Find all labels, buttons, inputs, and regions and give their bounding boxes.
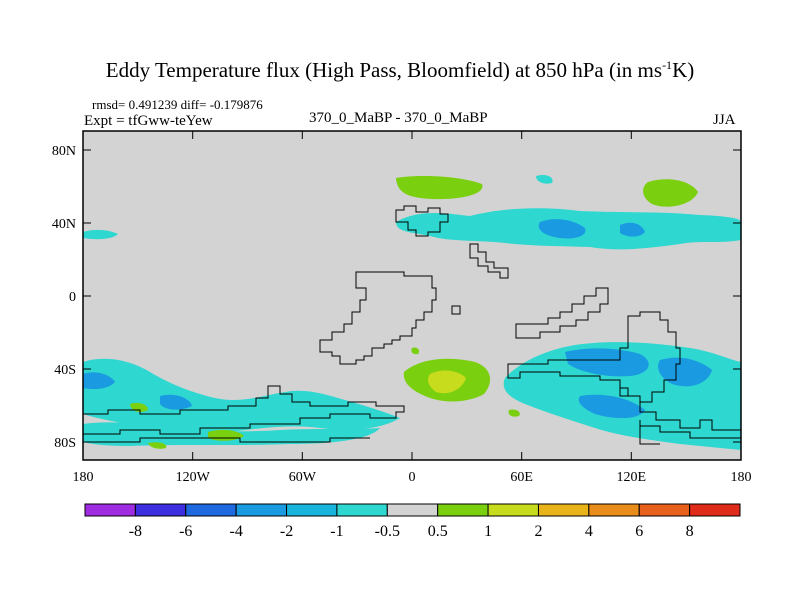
map-title: Eddy Temperature flux (High Pass, Bloomf… [0, 58, 800, 83]
title-superscript: -1 [662, 58, 673, 72]
colorbar-label: -1 [330, 523, 343, 540]
colorbar-label: -8 [129, 523, 142, 540]
contour-cyan-north-small [536, 174, 553, 184]
x-tick-label: 0 [409, 470, 416, 485]
contour-blue-south-east-3 [578, 394, 645, 419]
contour-blue-south-west [83, 372, 115, 390]
asia-strip-outline [515, 287, 609, 339]
contour-green-south-small-4 [411, 347, 420, 355]
colorbar-swatch [487, 503, 539, 517]
colorbar-swatch [84, 503, 136, 517]
africa-outline [319, 271, 437, 365]
y-axis-labels: 80N 40N 0 40S 80S [52, 144, 76, 451]
colorbar-swatch [185, 503, 237, 517]
colorbar-swatch [689, 503, 741, 517]
colorbar-label: 0.5 [428, 523, 448, 540]
antarctic-coast-east [600, 379, 741, 431]
continent-outlines [83, 205, 741, 445]
mideast-outline [469, 243, 509, 279]
x-tick-label: 120E [617, 470, 647, 485]
colorbar-label: -6 [179, 523, 192, 540]
x-tick-label: 180 [731, 470, 752, 485]
europe-outline [395, 205, 449, 237]
colorbar-label: -4 [229, 523, 242, 540]
colorbar-swatch [386, 503, 439, 517]
y-tick-label: 0 [69, 290, 76, 305]
colorbar-label: 1 [484, 523, 492, 540]
contour-fills [83, 174, 741, 450]
title-tail: K) [672, 58, 695, 82]
colorbar: -8 -6 -4 -2 -1 -0.5 0.5 1 2 4 6 8 [84, 503, 741, 540]
x-tick-label: 120W [176, 470, 211, 485]
contour-green-north-1 [396, 176, 483, 200]
contour-green-north-2 [643, 179, 698, 207]
contour-yellow-south-africa [428, 370, 466, 394]
y-tick-label: 40N [52, 217, 76, 232]
contour-blue-south-east [565, 348, 649, 377]
colorbar-swatch [588, 503, 640, 517]
small-island [451, 305, 461, 315]
experiment-label: Expt = tfGww-teYew [84, 113, 213, 129]
antarctic-coast-east-2 [640, 425, 741, 439]
colorbar-label: 6 [635, 523, 643, 540]
colorbar-swatch [336, 503, 388, 517]
x-tick-label: 60W [289, 470, 317, 485]
x-axis-labels: 180 120W 60W 0 60E 120E 180 [73, 470, 752, 485]
colorbar-swatch [134, 503, 187, 517]
colorbar-swatch [286, 503, 338, 517]
season-label: JJA [713, 112, 736, 128]
contour-blue-south-west-2 [160, 394, 192, 410]
colorbar-swatch [437, 503, 489, 517]
antarctic-coast-west-2 [83, 437, 370, 443]
colorbar-swatch [638, 503, 691, 517]
case-label: 370_0_MaBP - 370_0_MaBP [309, 110, 488, 126]
colorbar-label: 2 [534, 523, 542, 540]
stats-label: rmsd= 0.491239 diff= -0.179876 [92, 97, 263, 112]
colorbar-swatch [537, 503, 590, 517]
colorbar-label: -2 [280, 523, 293, 540]
y-tick-label: 80S [54, 436, 76, 451]
antarctic-coast-east-3 [639, 420, 660, 445]
y-tick-label: 40S [54, 363, 76, 378]
antarctic-coast-west [83, 385, 405, 435]
contour-cyan-north-atlantic [83, 229, 118, 240]
contour-green-south-small-3 [148, 442, 167, 449]
axis-ticks [82, 131, 742, 460]
y-tick-label: 80N [52, 144, 76, 159]
contour-blue-south-east-2 [658, 357, 712, 387]
colorbar-label: -0.5 [375, 523, 400, 540]
colorbar-label: 4 [585, 523, 593, 540]
contour-blue-north-pacific [538, 219, 586, 239]
colorbar-swatch [235, 503, 288, 517]
contour-cyan-south-west [83, 358, 400, 434]
contour-green-south-small-5 [508, 409, 520, 417]
title-main: Eddy Temperature flux (High Pass, Bloomf… [105, 58, 663, 82]
contour-blue-north-pacific-2 [620, 222, 645, 237]
x-tick-label: 180 [73, 470, 94, 485]
colorbar-label: 8 [686, 523, 694, 540]
x-tick-label: 60E [510, 470, 533, 485]
